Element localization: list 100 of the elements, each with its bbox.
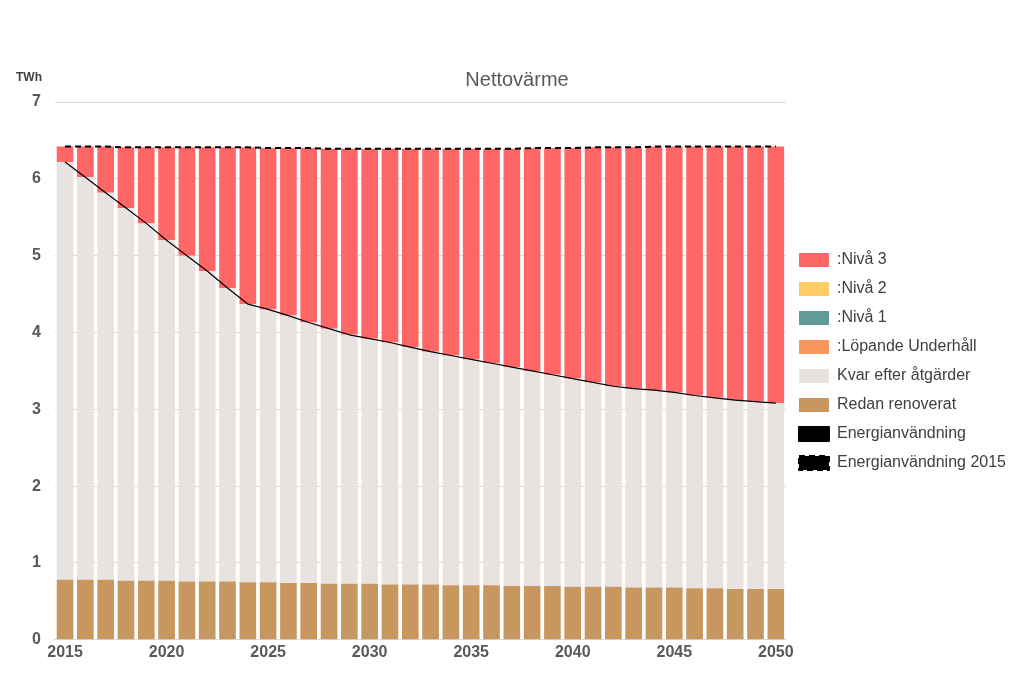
bar — [442, 355, 460, 586]
bar — [300, 582, 318, 640]
bar — [97, 579, 114, 640]
bar — [219, 581, 236, 640]
bar — [198, 147, 216, 272]
bar — [259, 309, 277, 583]
bar — [503, 586, 521, 640]
bar — [462, 359, 480, 586]
legend-label: Kvar efter åtgärder — [836, 366, 972, 384]
bar — [178, 581, 196, 640]
bar — [625, 147, 642, 389]
bar — [158, 240, 175, 581]
bar — [341, 148, 358, 335]
bar — [564, 148, 582, 379]
x-tick-label: 2040 — [554, 642, 591, 660]
bar — [117, 208, 135, 581]
bar — [686, 395, 703, 589]
bar — [401, 347, 419, 585]
bar — [239, 304, 257, 583]
bar — [239, 582, 257, 640]
bar — [605, 386, 622, 587]
bar — [320, 328, 338, 584]
bar — [503, 148, 521, 368]
bar — [361, 338, 378, 584]
bar — [422, 148, 439, 352]
bar — [726, 400, 744, 590]
bar — [483, 148, 500, 364]
x-tick-label: 2045 — [656, 642, 693, 660]
bar — [665, 392, 683, 588]
bar — [462, 585, 480, 640]
y-axis-title: TWh — [16, 70, 42, 85]
bar — [320, 148, 338, 329]
bar — [726, 589, 744, 640]
y-tick-label: 1 — [31, 553, 41, 571]
bar — [645, 146, 663, 391]
bar — [300, 148, 318, 323]
bar — [259, 148, 277, 310]
bar — [442, 148, 460, 356]
bar — [56, 146, 74, 162]
bar — [483, 363, 500, 586]
bar — [422, 584, 439, 640]
bar — [645, 587, 663, 640]
bar — [381, 584, 399, 640]
bar — [117, 147, 135, 209]
bar — [767, 146, 785, 404]
bar — [503, 367, 521, 587]
bar — [747, 146, 764, 402]
bar — [706, 397, 724, 589]
bar — [219, 287, 236, 582]
bar — [726, 146, 744, 401]
bar — [645, 390, 663, 588]
x-tick-label: 2025 — [250, 642, 287, 660]
bar — [219, 147, 236, 288]
x-tick-label: 2015 — [47, 642, 83, 660]
bar — [686, 146, 703, 396]
bar — [381, 148, 399, 343]
legend-label: :Nivå 1 — [836, 308, 887, 326]
bar — [747, 589, 764, 640]
bar — [137, 147, 155, 224]
legend-label: :Nivå 2 — [836, 279, 887, 297]
legend-label: Energianvändning — [836, 424, 966, 442]
bar — [300, 322, 318, 583]
y-tick-label: 7 — [31, 92, 41, 110]
bar — [280, 582, 297, 640]
x-tick-label: 2050 — [758, 642, 794, 660]
bar — [280, 148, 297, 316]
y-tick-label: 3 — [31, 399, 41, 417]
bar — [198, 271, 216, 582]
bar — [178, 255, 196, 582]
bar — [137, 223, 155, 581]
y-tick-label: 6 — [31, 169, 41, 187]
bar — [361, 583, 378, 640]
bar — [361, 148, 378, 339]
bar — [706, 588, 724, 640]
bar — [117, 580, 135, 640]
x-tick-label: 2035 — [453, 642, 490, 660]
bar — [564, 586, 582, 640]
bar — [747, 401, 764, 590]
bar — [341, 583, 358, 640]
bar — [198, 581, 216, 640]
bar — [523, 586, 541, 640]
bar — [280, 315, 297, 583]
bar — [665, 146, 683, 393]
legend-label: :Nivå 3 — [836, 250, 887, 268]
bar — [625, 388, 642, 588]
bar — [137, 580, 155, 640]
bar — [158, 580, 175, 640]
bar — [767, 589, 785, 640]
bar — [605, 586, 622, 640]
bar — [442, 585, 460, 640]
bar — [544, 148, 561, 375]
bar — [77, 146, 94, 178]
bar — [462, 148, 480, 360]
bar — [625, 587, 642, 640]
bar — [483, 585, 500, 640]
bar — [767, 403, 785, 590]
x-tick-label: 2030 — [351, 642, 388, 660]
bar — [259, 582, 277, 640]
bar — [544, 586, 561, 640]
bar — [56, 579, 74, 640]
